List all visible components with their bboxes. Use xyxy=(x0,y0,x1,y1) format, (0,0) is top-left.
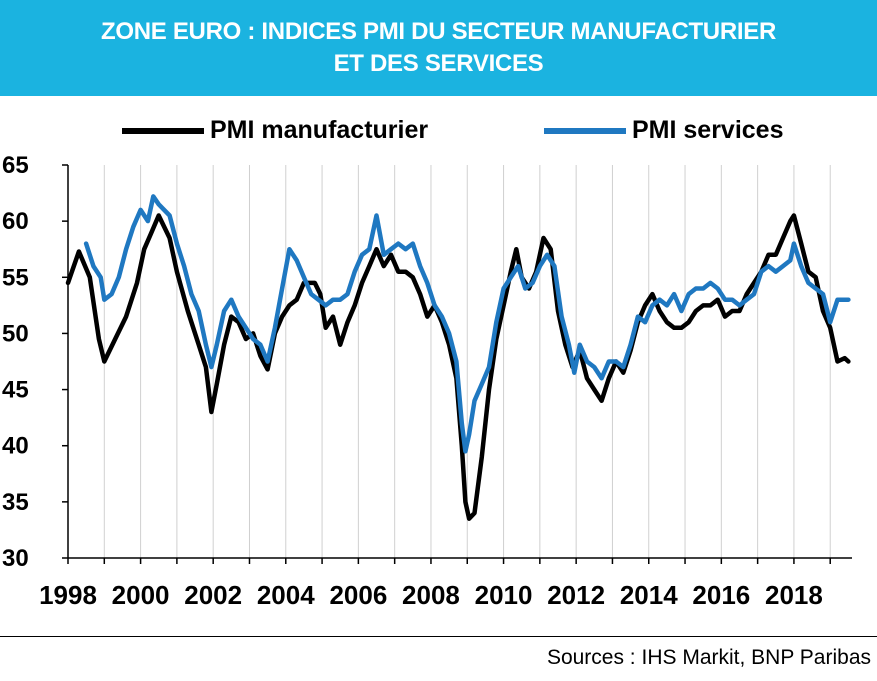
y-axis-tick-labels: 30 35 40 45 50 55 60 65 xyxy=(2,152,68,572)
x-tick-label: 2016 xyxy=(692,580,750,610)
source-note: Sources : IHS Markit, BNP Paribas xyxy=(546,646,871,669)
series-line-services xyxy=(83,194,851,454)
x-tick-label: 2006 xyxy=(329,580,387,610)
x-tick-label: 2018 xyxy=(765,580,823,610)
legend-swatch-services xyxy=(544,127,626,134)
legend-label-services: PMI services xyxy=(632,116,784,144)
y-tick-label: 55 xyxy=(2,264,29,291)
y-tick-label: 65 xyxy=(2,152,29,179)
y-tick-label: 40 xyxy=(2,433,29,460)
series-line-manufacturing xyxy=(65,213,851,521)
y-tick-label: 60 xyxy=(2,208,29,235)
x-tick-label: 1998 xyxy=(39,580,97,610)
x-tick-label: 2010 xyxy=(475,580,533,610)
chart-axes xyxy=(67,165,852,559)
footer-divider xyxy=(0,636,877,637)
y-tick-label: 35 xyxy=(2,489,29,516)
x-tick-label: 2000 xyxy=(112,580,170,610)
legend-item-manufacturing: PMI manufacturier xyxy=(122,116,428,145)
grid-lines xyxy=(67,165,831,558)
chart-title-banner: ZONE EURO : INDICES PMI DU SECTEUR MANUF… xyxy=(0,0,877,96)
chart-title-line-1: ZONE EURO : INDICES PMI DU SECTEUR MANUF… xyxy=(101,18,776,45)
x-tick-label: 2014 xyxy=(620,580,678,610)
legend-item-services: PMI services xyxy=(544,116,784,145)
x-tick-label: 2012 xyxy=(547,580,605,610)
legend-label-manufacturing: PMI manufacturier xyxy=(210,116,429,144)
x-tick-label: 2004 xyxy=(257,580,315,610)
x-axis-tick-labels: 1998 2000 2002 2004 2006 2008 2010 2012 2014 2016… xyxy=(39,558,831,610)
chart-title-line-2: ET DES SERVICES xyxy=(333,50,544,77)
y-tick-label: 45 xyxy=(2,377,29,404)
series-lines xyxy=(65,194,851,521)
y-tick-label: 30 xyxy=(2,545,29,572)
y-tick-label: 50 xyxy=(2,320,29,347)
legend-swatch-manufacturing xyxy=(122,127,204,134)
pmi-line-chart: 30 35 40 45 50 55 60 65 1998 2000 2002 2004 2006 200… xyxy=(2,152,852,610)
x-tick-label: 2002 xyxy=(184,580,242,610)
chart-legend: PMI manufacturier PMI services xyxy=(0,108,877,152)
x-tick-label: 2008 xyxy=(402,580,460,610)
